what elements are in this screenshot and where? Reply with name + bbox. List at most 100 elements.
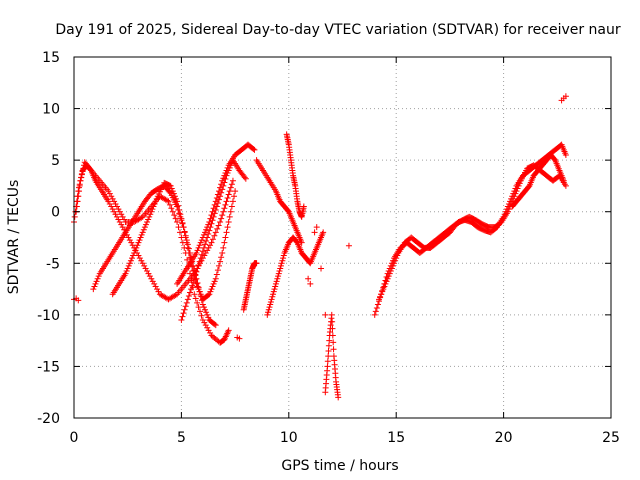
data-point [320, 229, 327, 236]
data-point [205, 314, 212, 321]
data-point [206, 227, 213, 234]
data-point [190, 262, 197, 269]
data-point [166, 188, 173, 195]
data-point [384, 275, 391, 282]
data-point [388, 265, 395, 272]
data-point [194, 265, 201, 272]
isolated-data-point [307, 280, 314, 287]
data-point [193, 268, 200, 275]
data-point [119, 213, 126, 220]
data-point [139, 260, 146, 267]
isolated-data-point [562, 93, 569, 100]
data-point [175, 202, 182, 209]
data-point [250, 145, 257, 152]
data-point [202, 241, 209, 248]
data-point [324, 358, 331, 365]
data-point [196, 242, 203, 249]
data-point [213, 203, 220, 210]
data-point [207, 329, 214, 336]
x-tick-label: 5 [177, 430, 186, 446]
data-point [91, 283, 98, 290]
data-point [138, 231, 145, 238]
data-point [111, 208, 118, 215]
x-tick-label: 0 [70, 430, 79, 446]
data-point [217, 258, 224, 265]
data-point [393, 255, 400, 262]
data-point [128, 239, 135, 246]
data-point [376, 296, 383, 303]
isolated-data-point [75, 297, 82, 304]
data-point [126, 237, 133, 244]
data-point [266, 304, 273, 311]
data-point [525, 183, 532, 190]
data-point [118, 221, 125, 228]
data-point [211, 321, 218, 328]
data-point [198, 312, 205, 319]
data-point [94, 275, 101, 282]
data-point [145, 216, 152, 223]
data-point [214, 267, 221, 274]
data-point [213, 271, 220, 278]
data-point [271, 286, 278, 293]
data-point [267, 301, 274, 308]
data-point [325, 353, 332, 360]
data-point [149, 206, 156, 213]
data-point [224, 170, 231, 177]
data-point [202, 306, 209, 313]
data-point [178, 215, 185, 222]
data-point [228, 203, 235, 210]
data-point [168, 205, 175, 212]
isolated-data-point [345, 242, 352, 249]
data-point [389, 262, 396, 269]
data-point [106, 190, 113, 197]
data-point [298, 239, 305, 246]
data-point [179, 219, 186, 226]
data-point [211, 210, 218, 217]
data-point [170, 190, 177, 197]
data-point [90, 286, 97, 293]
data-point [205, 327, 212, 334]
data-point [222, 176, 229, 183]
data-point [221, 239, 228, 246]
data-point [144, 219, 151, 226]
data-point [241, 174, 248, 181]
data-point [195, 304, 202, 311]
data-point [205, 292, 212, 299]
data-point [190, 268, 197, 275]
data-point [87, 166, 94, 173]
y-axis-label: SDTVAR / TECUs [6, 180, 22, 295]
data-point [182, 234, 189, 241]
data-point [226, 164, 233, 171]
data-point [227, 184, 234, 191]
data-point [202, 229, 209, 236]
data-point [178, 317, 185, 324]
data-point [277, 265, 284, 272]
data-point [217, 193, 224, 200]
x-tick-label: 25 [602, 430, 620, 446]
data-point [118, 211, 125, 218]
data-point [195, 262, 202, 269]
data-point [192, 272, 199, 279]
data-point [386, 270, 393, 277]
data-point [148, 208, 155, 215]
data-point [188, 286, 195, 293]
data-point [184, 244, 191, 251]
data-point [505, 206, 512, 213]
data-point [204, 311, 211, 318]
data-point [190, 279, 197, 286]
data-point [78, 171, 85, 178]
data-point [200, 244, 207, 251]
data-point [194, 299, 201, 306]
data-point [185, 249, 192, 256]
data-point [164, 197, 171, 204]
data-point [122, 270, 129, 277]
isolated-data-point [236, 335, 243, 342]
data-point [220, 208, 227, 215]
data-point [207, 242, 214, 249]
y-tick-label: 15 [42, 50, 60, 66]
data-point [191, 275, 198, 282]
data-point [280, 252, 287, 259]
data-point [325, 342, 332, 349]
data-point [176, 206, 183, 213]
data-point [171, 193, 178, 200]
